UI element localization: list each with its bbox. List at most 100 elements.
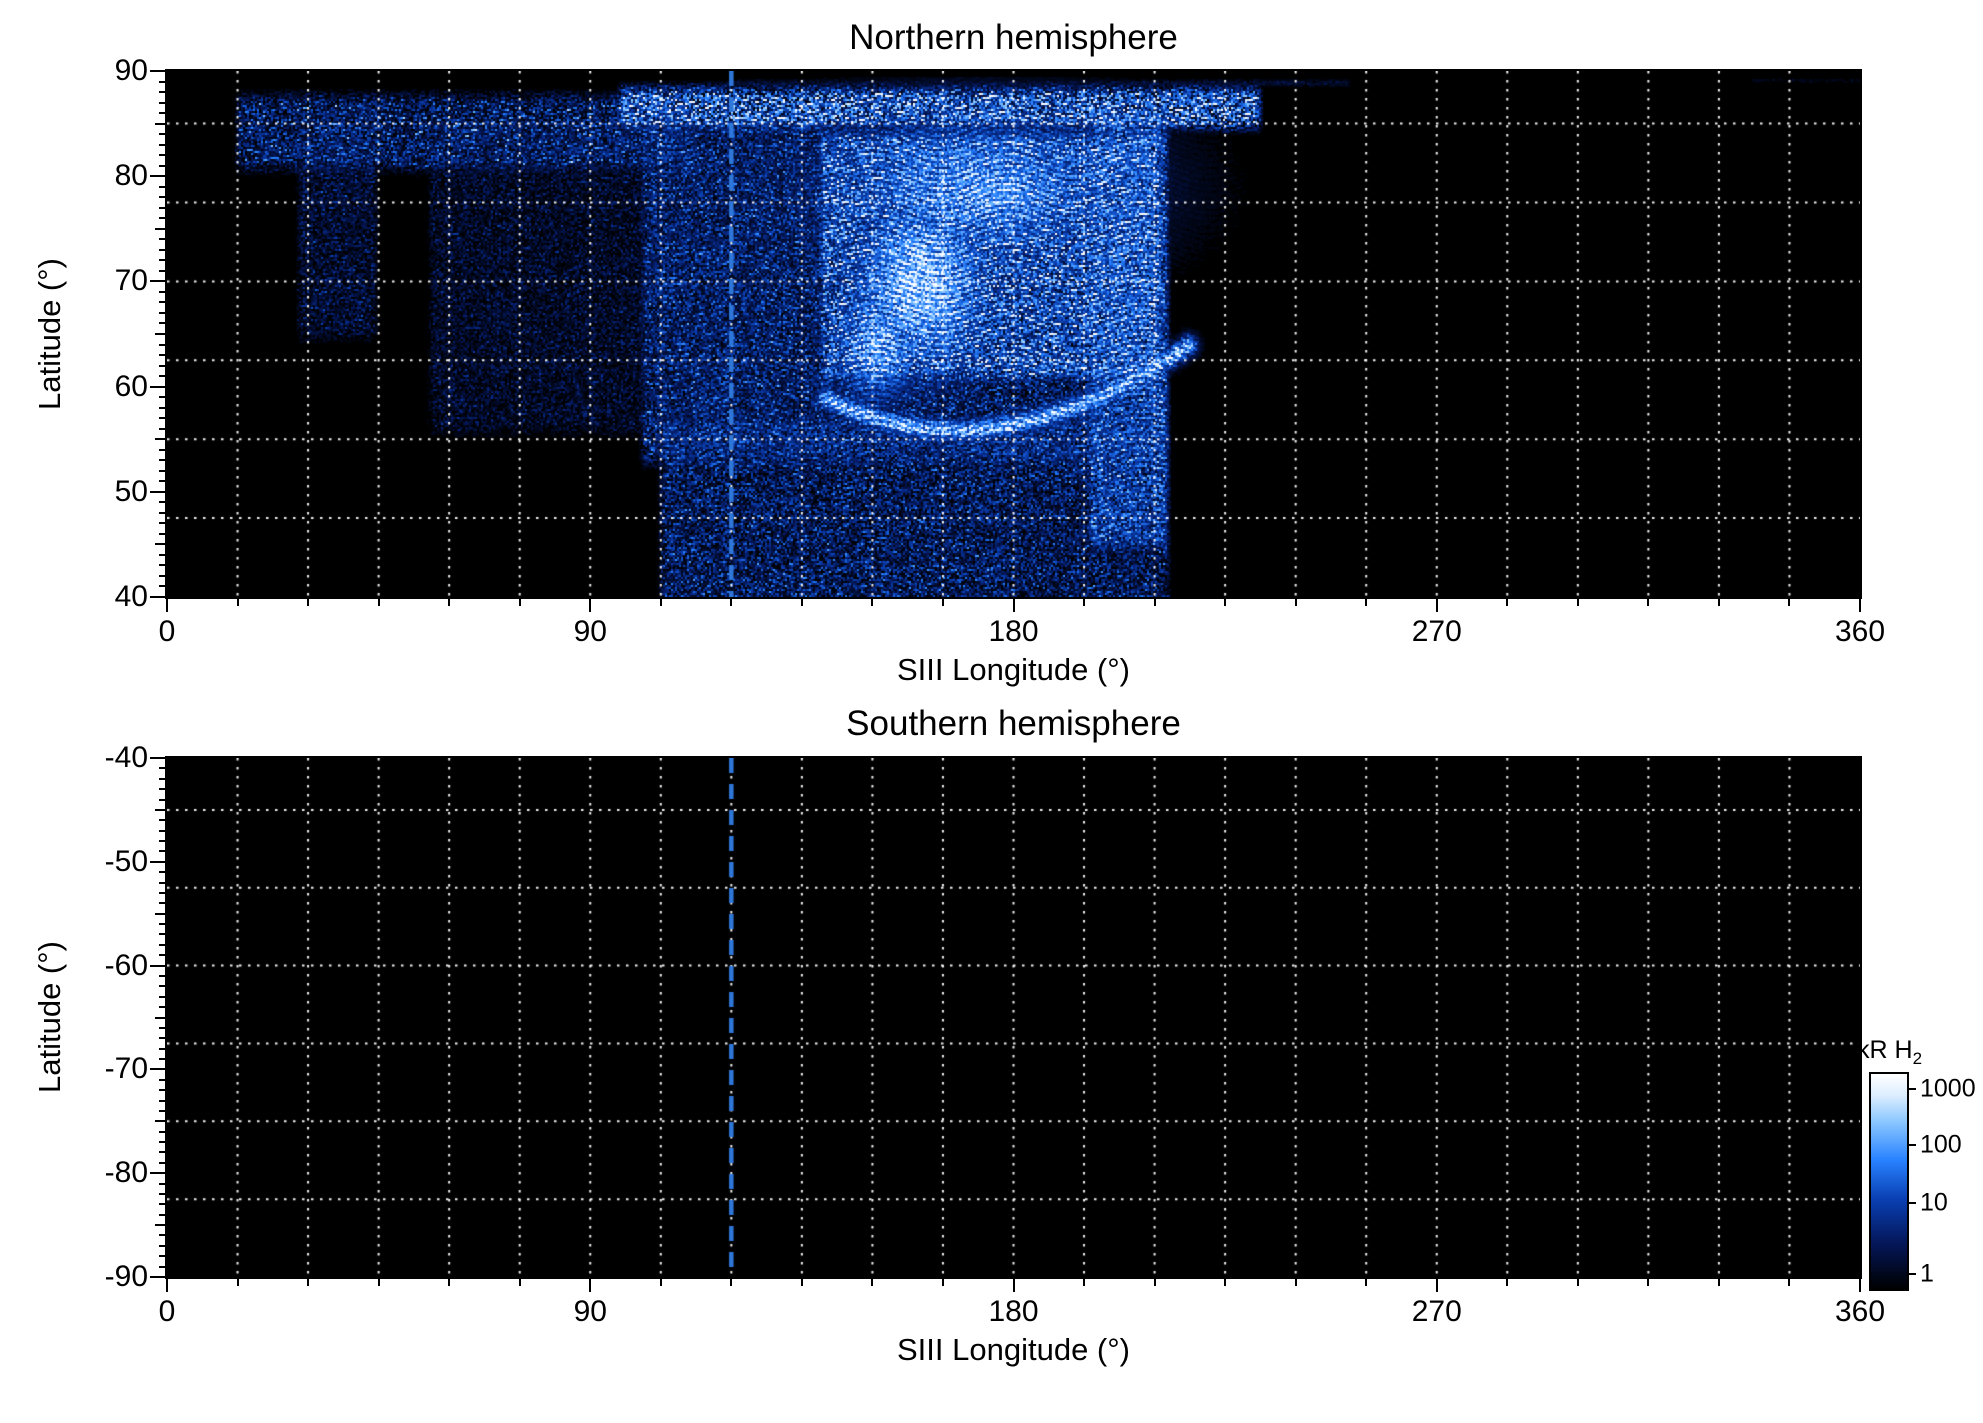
x-major-tick-mark (166, 1279, 168, 1292)
colorbar-tick-mark (1909, 1202, 1916, 1204)
y-minor-tick-mark (155, 543, 165, 546)
colorbar-tick-mark (1909, 1143, 1916, 1146)
colorbar-tick-label: 1000 (1920, 1074, 1976, 1103)
y-major-tick-mark (150, 175, 165, 178)
north-x-axis-label: SIII Longitude (°) (897, 652, 1130, 687)
x-tick-label: 270 (1411, 1295, 1462, 1328)
x-major-tick-mark (589, 1279, 592, 1292)
y-minor-tick-mark (155, 122, 165, 125)
x-minor-tick-mark (1647, 599, 1650, 606)
x-major-tick-mark (166, 599, 168, 612)
y-major-tick-mark (150, 385, 165, 388)
y-minor-tick-mark (155, 227, 165, 230)
x-minor-tick-mark (1506, 1279, 1509, 1286)
y-tick-label: -50 (104, 844, 148, 878)
y-tick-label: 50 (114, 474, 148, 508)
y-minor-tick-mark (155, 1016, 165, 1019)
x-tick-label: 360 (1834, 615, 1886, 648)
south-y-axis-label: Latitude (°) (32, 941, 67, 1093)
x-minor-tick-mark (1083, 599, 1086, 606)
south-x-axis-label: SIII Longitude (°) (897, 1332, 1130, 1367)
x-tick-label: 0 (158, 615, 176, 648)
x-minor-tick-mark (307, 1279, 310, 1286)
x-tick-label: 90 (573, 615, 607, 648)
y-major-tick-mark (150, 964, 165, 967)
colorbar-gradient (1869, 1072, 1909, 1291)
x-tick-label: 180 (988, 615, 1039, 648)
x-minor-tick-mark (377, 1279, 380, 1286)
south-plot-area (165, 756, 1862, 1279)
x-minor-tick-mark (518, 599, 521, 606)
y-minor-tick-mark (155, 912, 165, 915)
x-major-tick-mark (1859, 599, 1861, 612)
y-major-tick-mark (150, 280, 165, 283)
x-tick-label: 0 (158, 1295, 176, 1328)
colorbar-tick-mark (1909, 1088, 1916, 1091)
y-tick-label: -90 (104, 1260, 148, 1293)
x-minor-tick-mark (1576, 599, 1579, 606)
y-tick-label: 70 (114, 264, 148, 298)
x-minor-tick-mark (1365, 1279, 1368, 1286)
y-major-tick-mark (150, 860, 165, 863)
north-panel-title: Northern hemisphere (849, 18, 1178, 57)
y-minor-tick-mark (155, 333, 165, 335)
colorbar-tick-mark (1909, 1272, 1916, 1275)
x-minor-tick-mark (1224, 599, 1227, 606)
y-major-tick-mark (150, 1172, 165, 1175)
x-minor-tick-mark (236, 1279, 239, 1286)
x-minor-tick-mark (1153, 1279, 1156, 1286)
x-tick-label: 180 (988, 1295, 1039, 1328)
x-minor-tick-mark (800, 599, 803, 606)
x-major-tick-mark (1012, 599, 1015, 612)
colorbar-tick-label: 100 (1920, 1130, 1962, 1159)
x-major-tick-mark (1435, 599, 1438, 612)
x-minor-tick-mark (871, 1279, 874, 1286)
x-minor-tick-mark (1294, 1279, 1297, 1286)
x-major-tick-mark (1012, 1279, 1015, 1292)
x-major-tick-mark (1435, 1279, 1438, 1292)
y-major-tick-mark (150, 490, 165, 493)
y-major-tick-mark (150, 596, 165, 598)
x-minor-tick-mark (1083, 1279, 1086, 1286)
y-minor-tick-mark (155, 1120, 165, 1123)
x-minor-tick-mark (659, 1279, 662, 1286)
x-minor-tick-mark (1506, 599, 1509, 606)
y-tick-label: -80 (104, 1156, 148, 1190)
x-minor-tick-mark (871, 599, 874, 606)
x-minor-tick-mark (377, 599, 380, 606)
north-plot-area (165, 69, 1862, 599)
y-tick-label: -70 (104, 1052, 148, 1086)
x-minor-tick-mark (448, 599, 451, 606)
y-tick-label: -60 (104, 948, 148, 982)
x-minor-tick-mark (1788, 599, 1791, 606)
y-major-tick-mark (150, 70, 165, 72)
x-minor-tick-mark (1294, 599, 1297, 606)
x-minor-tick-mark (941, 599, 944, 606)
y-major-tick-mark (150, 757, 165, 759)
x-minor-tick-mark (1717, 599, 1720, 606)
x-minor-tick-mark (307, 599, 310, 606)
x-tick-label: 270 (1411, 615, 1462, 648)
y-minor-tick-mark (155, 438, 165, 441)
y-minor-tick-mark (155, 1224, 165, 1227)
x-minor-tick-mark (448, 1279, 451, 1286)
y-tick-label: 60 (114, 369, 148, 403)
x-major-tick-mark (1859, 1279, 1861, 1292)
x-minor-tick-mark (1788, 1279, 1791, 1286)
north-heatmap-canvas (167, 71, 1860, 597)
x-tick-label: 90 (573, 1295, 607, 1328)
y-major-tick-mark (150, 1068, 165, 1071)
south-panel-title: Southern hemisphere (846, 704, 1181, 743)
x-minor-tick-mark (236, 599, 239, 606)
x-minor-tick-mark (1576, 1279, 1579, 1286)
x-major-tick-mark (589, 599, 592, 612)
colorbar-label: kR H2 (1857, 1036, 1922, 1069)
x-minor-tick-mark (1647, 1279, 1650, 1286)
x-minor-tick-mark (941, 1279, 944, 1286)
x-minor-tick-mark (800, 1279, 803, 1286)
colorbar-label-main: kR H (1857, 1036, 1913, 1064)
y-major-tick-mark (150, 1276, 165, 1278)
x-minor-tick-mark (730, 599, 733, 606)
y-minor-tick-mark (155, 808, 165, 811)
